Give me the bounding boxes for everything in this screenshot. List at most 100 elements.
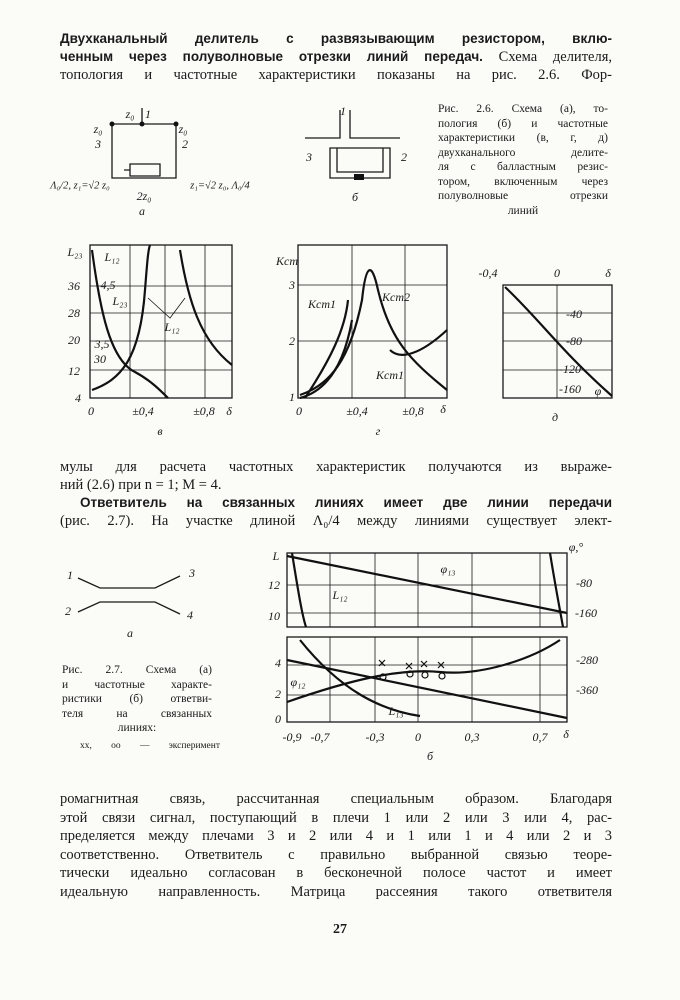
figure-label: -0,4 [479,266,498,280]
figure-label: д [552,410,558,424]
text-line: Рис. 2.7. Схема (а) [62,664,212,676]
figure-label: ±0,4 [132,404,154,418]
figure-label: Λ₀/2, z₁=√2 z₀ [49,179,110,191]
text-line: ченным через полуволновые отрезки линий … [60,48,612,66]
figure-label: 0 [296,404,302,418]
figure-label: 12 [68,364,80,378]
figure-label: Kст2 [381,290,410,304]
figure-label: δ [563,727,569,741]
figure-label: ±0,8 [193,404,215,418]
text-line: линий [507,204,539,217]
figure-label: L [272,549,280,563]
figure-label: -0,9 [283,730,302,744]
figure-label: 1 [289,390,295,404]
figure-label: δ [605,266,611,280]
bold-text: ченным через полуволновые отрезки линий … [60,49,483,64]
text-line: тором, включенным через [438,175,608,188]
figure-label: 3 [305,150,312,164]
figure-label: 2z₀ [137,189,152,203]
text-line: полуволновые отрезки [438,190,608,202]
figure-label: δ [440,402,446,416]
figure-label: г [376,424,381,438]
figure-label: а [139,204,145,218]
figure-label: в [157,424,162,438]
topology-b [305,110,400,180]
figure-label: 4 [75,391,81,405]
figure-label: 4 [275,656,281,670]
figure-label: Kст1 [307,297,336,311]
figure-label: 2 [289,334,295,348]
figure-label: 2 [275,687,281,701]
text-line: характеристики (в, г, д) [438,132,608,144]
text-line: Рис. 2.6. Схема (а), то- [438,103,608,115]
figure-label: 2 [65,604,71,618]
figure-label: z₁=√2 z₀, Λ₀/4 [189,179,250,191]
figure-label: 3 [94,137,101,151]
chart-27b [286,552,568,723]
figure-label: 4,5 [101,278,116,292]
text-line: теля на связанных [62,707,212,720]
schematic-a [109,108,179,179]
text-line: пология (б) и частотные [438,117,608,130]
figure-label: -120 [559,362,581,376]
text-line: линиях: [117,722,157,734]
figure-label: -80 [576,576,592,590]
figure-label: -360 [576,683,598,697]
figure-label: 0 [554,266,560,280]
figure-label: ±0,4 [346,404,368,418]
figure-label: 0,3 [465,730,480,744]
figure-label: 2 [182,137,188,151]
figure-label: φ,° [569,540,584,554]
figure-label: L₁₂ [163,320,179,334]
text-line: ромагнитная связь, рассчитанная специаль… [60,791,612,807]
figure-label: -80 [566,334,582,348]
figure-label: 28 [68,306,80,320]
figure-label: 3,5 [94,337,110,351]
text-line: ристики (б) ответви- [62,693,212,705]
text-line: пределяется между плечами 3 и 2 или 4 и … [60,828,612,844]
figure-label: L₁₂ [103,250,119,264]
text-line: топология и частотные характеристики пок… [60,67,612,83]
figure-label: 2 [401,150,407,164]
figure-label: φ [595,384,602,398]
figure-label: L₁₂ [331,588,347,602]
figure-label: 0,7 [533,730,549,744]
text-line: ля с балластным резис- [438,161,608,173]
figure-label: Kст1 [375,368,404,382]
text-line: xx, oo — эксперимент [80,740,220,751]
figure-label: -0,7 [311,730,331,744]
figure-label: 30 [93,352,106,366]
text-line: мулы для расчета частотных характеристик… [60,459,612,475]
figure-label: б [352,190,359,204]
figure-label: 0 [275,712,281,726]
figure-label: 4 [187,608,193,622]
figure-label: 36 [67,279,80,293]
figure-label: -40 [566,307,582,321]
figure-label: 1 [145,107,151,121]
text: Схема делителя, [498,49,612,65]
text-line: ний (2.6) при n = 1; M = 4. [60,477,222,493]
text-line: Ответвитель на связанных линиях имеет дв… [80,495,612,510]
text-line: этой связи сигнал, поступающий в плечи 1… [60,809,612,826]
chart-d [502,284,613,399]
figure-label: z₀ [178,122,188,136]
figure-label: 20 [68,333,80,347]
figure-label: L₁₃ [387,704,403,718]
text-line: Двухканальный делитель с развязывающим р… [60,31,612,46]
text-line: тически идеально согласован в бесконечно… [60,865,612,881]
figure-label: 12 [268,578,280,592]
figure-label: 1 [67,568,73,582]
figure-label: φ₁₃ [441,562,456,576]
figure-label: ±0,8 [402,404,424,418]
text-line: и частотные характе- [62,678,212,691]
figure-label: Kст [275,254,298,268]
coupler-a [77,575,181,615]
figure-label: -280 [576,653,598,667]
chart-g [297,244,448,400]
figure-label: 0 [415,730,421,744]
text-line: соответственно. Ответвитель с правильно … [60,846,612,863]
figure-label: z₀ [93,122,103,136]
figure-label: δ [226,404,232,418]
